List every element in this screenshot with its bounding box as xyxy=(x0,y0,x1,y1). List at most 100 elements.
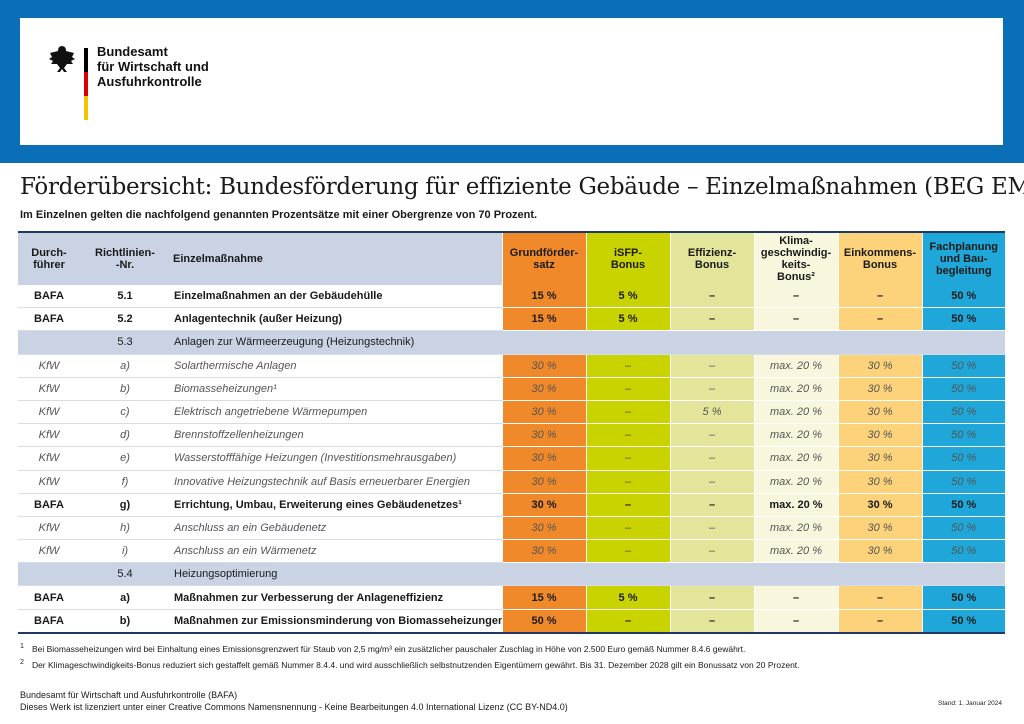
table-cell: 30 % xyxy=(501,470,586,494)
table-cell: max. 20 % xyxy=(753,493,838,517)
table-cell: 30 % xyxy=(837,493,922,517)
table-cell: 30 % xyxy=(501,423,586,448)
table-cell: – xyxy=(585,446,670,471)
column-header: Effizienz- Bonus xyxy=(669,232,754,285)
table-cell: 30 % xyxy=(837,354,922,378)
header-box xyxy=(20,18,1003,145)
table-cell: 50 % xyxy=(921,377,1005,401)
table-cell: max. 20 % xyxy=(753,354,838,378)
table-cell: 5 % xyxy=(585,307,670,332)
table-cell: – xyxy=(669,539,754,564)
table-cell: Errichtung, Umbau, Erweiterung eines Geb… xyxy=(170,493,502,517)
table-cell: a) xyxy=(80,585,170,610)
table: Durch- führer Richtlinien- -Nr. Einzelmaßn… xyxy=(18,231,1005,634)
table-cell: KfW xyxy=(18,539,80,564)
table-cell: – xyxy=(585,539,670,564)
table-cell: 50 % xyxy=(921,423,1005,448)
table-cell: Biomasseheizungen¹ xyxy=(170,377,502,401)
table-cell: 50 % xyxy=(921,516,1005,541)
table-cell: 30 % xyxy=(837,470,922,494)
table-cell: 50 % xyxy=(501,609,586,634)
table-cell: – xyxy=(585,423,670,448)
table-cell: 5 % xyxy=(585,285,670,309)
table-row: KfW a) Solarthermische Anlagen 30 % – – max. 2… xyxy=(18,354,1005,378)
table-row: BAFA a) Maßnahmen zur Verbesserung der Anl… xyxy=(18,585,1005,610)
table-cell: a) xyxy=(80,354,170,378)
table-cell: – xyxy=(585,493,670,517)
table-cell: f) xyxy=(80,470,170,494)
table-cell: BAFA xyxy=(18,285,80,309)
table-cell: KfW xyxy=(18,377,80,401)
logo-text: Bundesamt für Wirtschaft und Ausfuhrkont… xyxy=(97,44,209,89)
table-row: KfW c) Elektrisch angetriebene Wärmepumpen… xyxy=(18,400,1005,425)
table-cell: Anschluss an ein Wärmenetz xyxy=(170,539,502,564)
table-cell: Anlagentechnik (außer Heizung) xyxy=(170,307,502,332)
section-number: 5.4 xyxy=(80,562,170,587)
table-cell: 50 % xyxy=(921,400,1005,425)
table-cell: – xyxy=(669,285,754,309)
section-row: 5.4 Heizungsoptimierung xyxy=(18,562,1005,587)
table-cell: BAFA xyxy=(18,307,80,332)
column-header: Durch- führer xyxy=(18,232,80,285)
table-cell: 30 % xyxy=(837,400,922,425)
column-header: iSFP- Bonus xyxy=(585,232,670,285)
table-cell: Solarthermische Anlagen xyxy=(170,354,502,378)
table-cell: – xyxy=(585,400,670,425)
table-cell: KfW xyxy=(18,400,80,425)
table-cell: – xyxy=(669,377,754,401)
table-cell: d) xyxy=(80,423,170,448)
footnote: 1 Bei Biomasseheizungen wird bei Einhaltu… xyxy=(20,642,745,654)
table-cell: – xyxy=(669,354,754,378)
table-cell: max. 20 % xyxy=(753,377,838,401)
table-cell: 50 % xyxy=(921,446,1005,471)
table-cell: 30 % xyxy=(837,446,922,471)
table-cell: 30 % xyxy=(837,516,922,541)
table-row: BAFA 5.2 Anlagentechnik (außer Heizung) 15 … xyxy=(18,307,1005,332)
table-row: KfW h) Anschluss an ein Gebäudenetz 30 % – – m… xyxy=(18,516,1005,541)
section-row: 5.3 Anlagen zur Wärmeerzeugung (Heizungst… xyxy=(18,330,1005,355)
table-cell: 30 % xyxy=(501,354,586,378)
table-cell: 30 % xyxy=(501,493,586,517)
table-cell: – xyxy=(753,285,838,309)
footer-line: Bundesamt für Wirtschaft und Ausfuhrkont… xyxy=(20,690,238,700)
table-cell: BAFA xyxy=(18,493,80,517)
footnote-text: Der Klimageschwindigkeits-Bonus reduzier… xyxy=(31,659,800,670)
table-cell: Wasserstofffähige Heizungen (Investition… xyxy=(170,446,502,471)
table-cell: KfW xyxy=(18,446,80,471)
table-cell: 5 % xyxy=(585,585,670,610)
section-label: Anlagen zur Wärmeerzeugung (Heizungstech… xyxy=(170,330,1005,355)
section-label: Heizungsoptimierung xyxy=(170,562,1005,587)
table-cell: – xyxy=(837,585,922,610)
table-cell: e) xyxy=(80,446,170,471)
table-cell: b) xyxy=(80,609,170,634)
table-cell: – xyxy=(669,516,754,541)
table-cell: – xyxy=(837,307,922,332)
table-cell: 50 % xyxy=(921,470,1005,494)
footer-line: Dieses Werk ist lizenziert unter einer C… xyxy=(20,702,568,712)
table-row: KfW f) Innovative Heizungstechnik auf Basi… xyxy=(18,470,1005,494)
table-row: BAFA 5.1 Einzelmaßnahmen an der Gebäudehül… xyxy=(18,285,1005,309)
table-cell: KfW xyxy=(18,516,80,541)
table-cell: 50 % xyxy=(921,493,1005,517)
footer-date: Stand: 1. Januar 2024 xyxy=(938,700,1002,707)
table-cell: – xyxy=(585,377,670,401)
table-cell: max. 20 % xyxy=(753,470,838,494)
column-header: Richtlinien- -Nr. xyxy=(80,232,170,285)
table-cell: – xyxy=(753,585,838,610)
footnote-marker: 1 xyxy=(20,642,24,650)
table-cell: 50 % xyxy=(921,354,1005,378)
table-cell: BAFA xyxy=(18,585,80,610)
table-cell: – xyxy=(585,609,670,634)
table-row: BAFA b) Maßnahmen zur Emissionsminderung v… xyxy=(18,609,1005,634)
table-cell: – xyxy=(585,470,670,494)
column-header: Grundförder- satz xyxy=(501,232,586,285)
table-row: KfW b) Biomasseheizungen¹ 30 % – – max. 20 % 30… xyxy=(18,377,1005,401)
table-cell: – xyxy=(585,516,670,541)
table-cell: b) xyxy=(80,377,170,401)
table-cell: – xyxy=(669,493,754,517)
table-row: KfW d) Brennstoffzellenheizungen 30 % – – max.… xyxy=(18,423,1005,448)
table-cell: max. 20 % xyxy=(753,400,838,425)
table-cell: 50 % xyxy=(921,285,1005,309)
column-header: Fachplanung und Bau- begleitung xyxy=(921,232,1005,285)
table-cell: 50 % xyxy=(921,609,1005,634)
